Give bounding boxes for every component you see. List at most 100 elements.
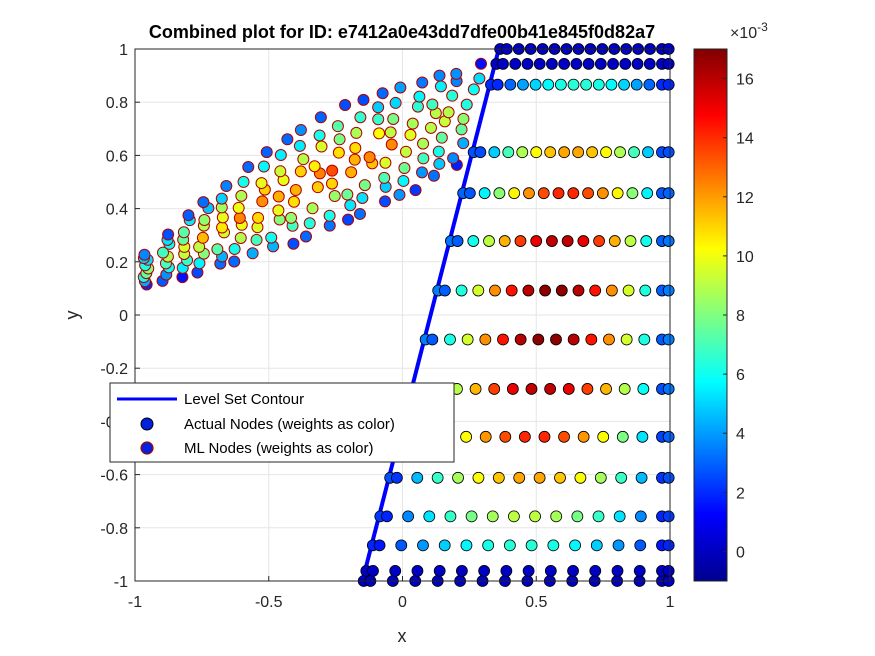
ml-node-point xyxy=(384,126,397,139)
ml-node-point xyxy=(287,195,300,208)
ml-node-point xyxy=(323,219,336,232)
actual-node-point xyxy=(662,57,675,70)
actual-node-point xyxy=(637,383,650,395)
actual-node-point xyxy=(662,146,675,159)
actual-node-point xyxy=(479,430,492,443)
actual-node-point xyxy=(594,57,607,70)
y-tick-label: 0.2 xyxy=(106,255,128,272)
ml-node-point xyxy=(315,140,328,153)
ml-node-point xyxy=(294,124,307,137)
ml-node-point xyxy=(447,152,460,165)
actual-node-point xyxy=(643,57,656,70)
actual-node-point xyxy=(523,187,535,200)
actual-node-point xyxy=(467,235,480,247)
ml-node-point xyxy=(196,231,209,244)
actual-node-point xyxy=(577,235,590,247)
actual-node-point xyxy=(491,78,504,91)
actual-node-point xyxy=(605,284,618,297)
actual-node-point xyxy=(572,146,585,159)
actual-node-point xyxy=(662,430,675,443)
legend-label-contour: Level Set Contour xyxy=(184,391,304,408)
colorbar-tick-label: 2 xyxy=(736,485,745,502)
ml-node-point xyxy=(354,111,367,124)
ml-node-point xyxy=(281,133,294,146)
ml-node-point xyxy=(442,106,455,119)
ml-node-point xyxy=(345,166,358,179)
ml-node-point xyxy=(252,211,265,224)
colorbar-exponent-power: -3 xyxy=(757,20,768,34)
actual-node-point xyxy=(411,564,424,577)
actual-node-point xyxy=(502,146,515,159)
ml-node-point xyxy=(450,67,463,80)
actual-node-point xyxy=(662,564,675,577)
ml-node-point xyxy=(233,211,246,224)
level-set-contour-series xyxy=(360,48,501,582)
ml-node-point xyxy=(235,189,248,202)
ml-node-point xyxy=(353,207,366,220)
ml-node-point xyxy=(313,129,326,142)
actual-node-point xyxy=(589,564,602,577)
ml-node-point xyxy=(323,209,336,222)
actual-node-point xyxy=(633,564,646,577)
actual-node-point xyxy=(618,383,631,395)
actual-node-point xyxy=(522,284,535,297)
ml-node-point xyxy=(398,162,411,175)
actual-node-point xyxy=(493,187,506,200)
ml-node-point xyxy=(198,214,211,227)
ml-node-point xyxy=(363,151,376,164)
actual-node-point xyxy=(455,284,468,297)
ml-node-point xyxy=(228,243,241,256)
actual-node-point xyxy=(529,510,541,523)
actual-node-point xyxy=(555,284,568,297)
actual-node-point xyxy=(585,333,598,346)
ml-node-point xyxy=(446,89,459,102)
ml-node-point xyxy=(379,195,392,208)
ml-node-point xyxy=(426,98,439,111)
actual-node-point xyxy=(423,510,436,523)
actual-node-point xyxy=(615,471,628,484)
actual-node-point xyxy=(503,539,516,552)
ml-node-point xyxy=(417,137,430,150)
ml-node-point xyxy=(413,90,426,103)
actual-node-point xyxy=(612,539,625,552)
ml-node-point xyxy=(216,221,229,234)
actual-node-point xyxy=(561,235,574,247)
ml-node-point xyxy=(162,228,175,241)
ml-node-point xyxy=(379,156,392,169)
legend-label-actual: Actual Nodes (weights as color) xyxy=(184,416,395,433)
actual-node-point xyxy=(611,564,624,577)
actual-node-point xyxy=(533,57,546,70)
actual-node-point xyxy=(580,78,593,91)
actual-node-point xyxy=(521,57,534,70)
actual-node-point xyxy=(547,539,560,552)
legend: Level Set Contour Actual Nodes (weights … xyxy=(109,382,455,463)
actual-node-point xyxy=(530,146,543,159)
actual-node-point xyxy=(574,471,587,484)
actual-node-point xyxy=(529,78,542,91)
ml-node-point xyxy=(411,100,424,113)
ml-node-point xyxy=(257,160,270,173)
ml-node-point xyxy=(333,133,346,146)
ml-node-point xyxy=(265,231,278,244)
actual-node-point xyxy=(640,235,653,247)
actual-node-point xyxy=(505,284,518,297)
ml-node-point xyxy=(348,153,361,166)
ml-node-point xyxy=(289,184,302,197)
ml-node-point xyxy=(215,192,228,205)
colorbar xyxy=(693,48,728,582)
actual-node-point xyxy=(492,471,505,484)
colorbar-tick-label: 0 xyxy=(736,544,745,561)
actual-node-point xyxy=(533,471,546,484)
ml-node-point xyxy=(406,117,419,130)
ml-node-point xyxy=(455,123,468,136)
ml-node-point xyxy=(285,211,298,224)
y-axis-ticks: -1-0.8-0.6-0.4-0.200.20.40.60.81 xyxy=(100,42,140,591)
ml-node-point xyxy=(473,72,486,85)
colorbar-exponent: ×10-3 xyxy=(730,20,768,42)
ml-node-point xyxy=(228,255,241,268)
actual-node-point xyxy=(662,539,675,552)
x-tick-label: -0.5 xyxy=(255,594,283,611)
y-tick-label: -0.2 xyxy=(100,361,128,378)
ml-node-point xyxy=(394,81,407,94)
ml-node-point xyxy=(373,127,386,140)
